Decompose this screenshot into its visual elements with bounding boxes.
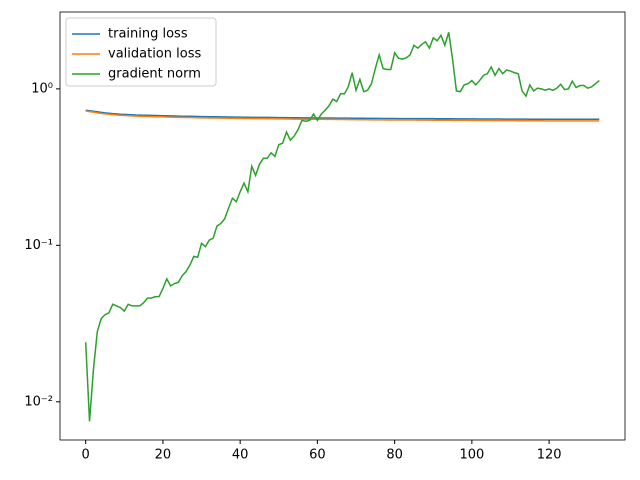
x-tick-label: 100 [459, 448, 484, 463]
x-tick-label: 60 [309, 448, 326, 463]
legend-label: validation loss [108, 47, 201, 62]
line [84, 32, 600, 422]
x-tick-label: 0 [82, 448, 90, 463]
y-tick-label: 10⁻² [24, 394, 53, 409]
legend-label: training loss [108, 27, 188, 42]
axes-frame [59, 11, 626, 441]
line [85, 109, 600, 121]
x-tick-label: 120 [537, 448, 562, 463]
line [85, 110, 600, 122]
x-tick-label: 80 [386, 448, 403, 463]
legend-label: gradient norm [108, 67, 201, 82]
x-tick-label: 40 [232, 448, 249, 463]
x-tick-label: 20 [155, 448, 172, 463]
legend-box [65, 17, 217, 87]
y-tick-label: 10⁻¹ [24, 238, 53, 253]
y-tick-label: 10⁰ [31, 81, 53, 96]
